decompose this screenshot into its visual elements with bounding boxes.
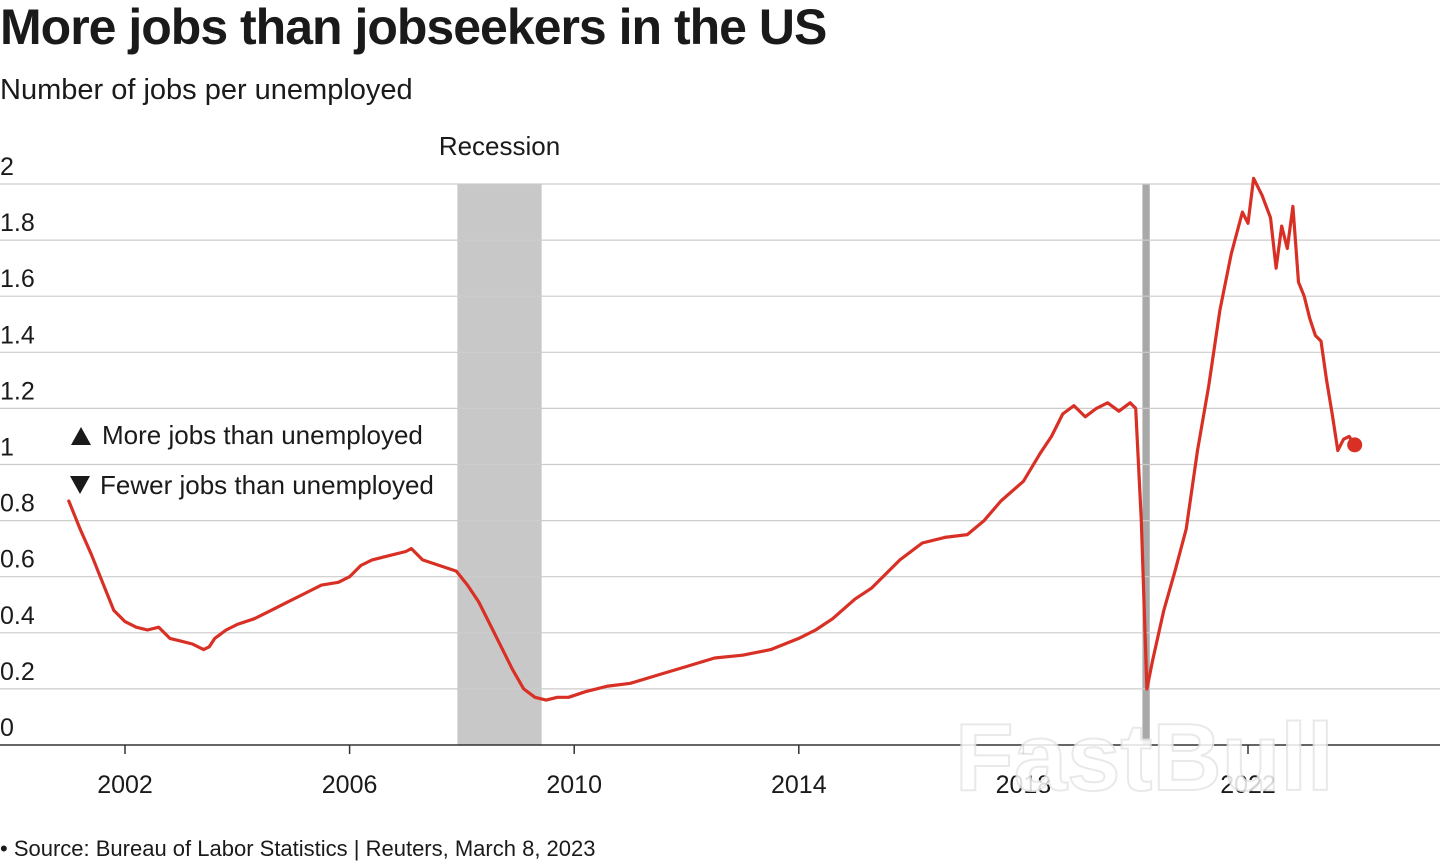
legend: More jobs than unemployed Fewer jobs tha…: [70, 420, 434, 500]
x-tick-label: 2018: [996, 771, 1052, 799]
y-tick-labels: 0 0.2 0.4 0.6 0.8 1 1.2 1.4 1.6 1.8 2: [0, 153, 35, 742]
source-note: • Source: Bureau of Labor Statistics | R…: [0, 836, 596, 861]
y-tick-label: 2: [0, 153, 14, 181]
y-tick-label: 0.6: [0, 546, 35, 574]
y-tick-label: 0.2: [0, 658, 35, 686]
x-tick-label: 2014: [771, 771, 827, 799]
x-tick-label: 2002: [97, 771, 153, 799]
gridlines: [0, 183, 1440, 746]
x-tick-label: 2006: [322, 771, 378, 799]
chart-title: More jobs than jobseekers in the US: [0, 0, 827, 55]
y-tick-label: 1: [0, 434, 14, 462]
y-tick-label: 1.4: [0, 321, 35, 349]
legend-down-label: Fewer jobs than unemployed: [100, 470, 434, 500]
series-line-layer: [67, 176, 1363, 702]
y-tick-label: 0.4: [0, 602, 35, 630]
series-line: [67, 176, 1357, 702]
x-tick-labels: 2002 2006 2010 2014 2018 2022: [97, 745, 1276, 799]
recession-bands: Recession: [439, 131, 1150, 745]
x-tick-label: 2010: [546, 771, 602, 799]
y-tick-label: 1.2: [0, 377, 35, 405]
x-tick-label: 2022: [1220, 771, 1276, 799]
up-triangle-icon: [71, 427, 91, 445]
y-tick-label: 0.8: [0, 490, 35, 518]
recession-label: Recession: [439, 131, 560, 161]
down-triangle-icon: [70, 476, 90, 494]
chart-subtitle: Number of jobs per unemployed: [0, 74, 413, 106]
y-tick-label: 1.8: [0, 209, 35, 237]
legend-up-label: More jobs than unemployed: [102, 420, 423, 450]
watermark: FastBull: [955, 704, 1334, 811]
last-point-marker: [1347, 437, 1363, 453]
y-tick-label: 1.6: [0, 265, 35, 293]
y-tick-label: 0: [0, 714, 14, 742]
